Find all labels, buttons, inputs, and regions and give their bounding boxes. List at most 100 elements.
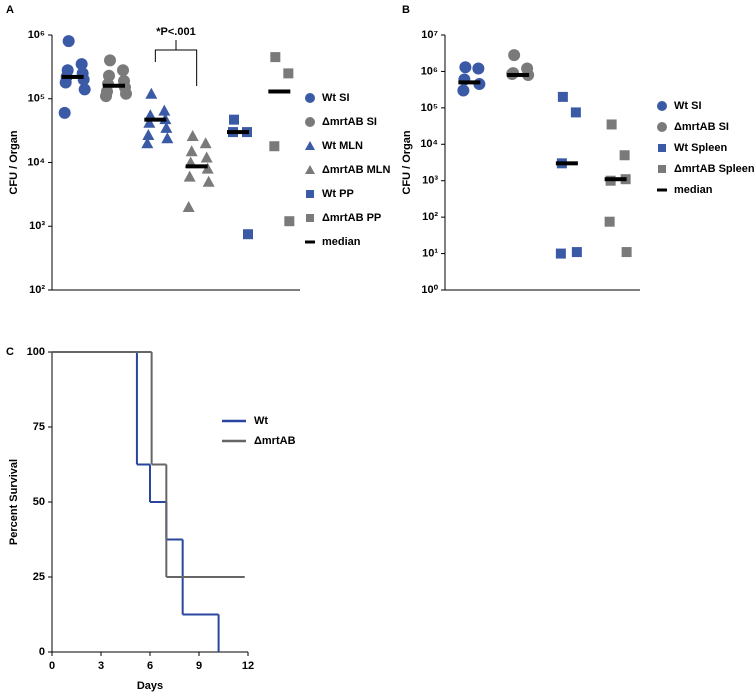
point bbox=[120, 87, 132, 100]
point bbox=[186, 130, 199, 142]
point bbox=[100, 90, 112, 103]
point bbox=[283, 68, 294, 79]
x-tick-label: 9 bbox=[196, 660, 202, 672]
point bbox=[59, 76, 72, 89]
point bbox=[270, 52, 281, 63]
y-tick-label: 75 bbox=[33, 421, 45, 433]
legend-label: ΔmrtAB SI bbox=[322, 116, 377, 128]
legend-symbol bbox=[306, 190, 314, 198]
significance-bracket bbox=[154, 40, 198, 86]
legend-symbol bbox=[657, 188, 667, 192]
point bbox=[117, 64, 129, 77]
point bbox=[243, 229, 253, 240]
point bbox=[570, 107, 581, 118]
y-tick-label: 10⁵ bbox=[421, 102, 438, 114]
point bbox=[555, 248, 566, 259]
point bbox=[229, 114, 239, 125]
point bbox=[160, 121, 173, 133]
legend-label: ΔmrtAB PP bbox=[322, 212, 381, 224]
legend-label: Wt SI bbox=[322, 92, 350, 104]
point bbox=[158, 104, 171, 116]
y-tick-label: 10² bbox=[422, 211, 438, 223]
point bbox=[459, 61, 472, 74]
point bbox=[557, 91, 568, 102]
y-tick-label: 10⁴ bbox=[27, 156, 45, 168]
median-dash bbox=[555, 161, 578, 166]
median-dash bbox=[227, 130, 249, 135]
legend-symbol bbox=[305, 240, 315, 244]
legend-symbol bbox=[658, 144, 666, 152]
point bbox=[457, 84, 470, 97]
point bbox=[284, 216, 295, 227]
legend-symbol bbox=[657, 101, 667, 111]
legend-label: Wt Spleen bbox=[674, 142, 727, 154]
point bbox=[62, 35, 75, 48]
legend-symbol bbox=[657, 122, 667, 132]
median-dash bbox=[507, 72, 530, 77]
panel-label: C bbox=[6, 346, 14, 358]
point bbox=[619, 150, 630, 161]
point bbox=[472, 62, 485, 75]
y-tick-label: 10⁰ bbox=[421, 284, 438, 296]
point bbox=[58, 106, 71, 119]
point bbox=[185, 145, 198, 157]
median-dash bbox=[268, 89, 291, 94]
point bbox=[606, 119, 617, 130]
legend-label: Wt PP bbox=[322, 188, 354, 200]
point bbox=[161, 132, 174, 144]
legend-label: Wt bbox=[254, 415, 268, 427]
median-dash bbox=[604, 177, 627, 182]
y-tick-label: 10⁶ bbox=[421, 65, 438, 77]
legend-label: Wt MLN bbox=[322, 140, 363, 152]
legend-label: Wt SI bbox=[674, 100, 702, 112]
legend-label: ΔmrtAB Spleen bbox=[674, 163, 755, 175]
y-tick-label: 100 bbox=[27, 346, 45, 358]
point bbox=[78, 83, 91, 96]
legend-label: median bbox=[322, 236, 361, 248]
point bbox=[183, 170, 196, 182]
y-tick-label: 50 bbox=[33, 496, 45, 508]
y-tick-label: 10⁴ bbox=[420, 138, 438, 150]
point bbox=[604, 216, 615, 227]
point bbox=[143, 116, 156, 128]
y-tick-label: 25 bbox=[33, 571, 45, 583]
y-tick-label: 10⁷ bbox=[421, 29, 438, 41]
point bbox=[202, 175, 215, 187]
annotation: *P<.001 bbox=[156, 26, 195, 38]
point bbox=[104, 54, 116, 67]
legend-symbol bbox=[305, 141, 315, 150]
median-dash bbox=[458, 80, 481, 85]
x-tick-label: 12 bbox=[242, 660, 254, 672]
y-tick-label: 10⁵ bbox=[28, 93, 45, 105]
y-tick-label: 10³ bbox=[29, 220, 45, 232]
legend-label: median bbox=[674, 184, 713, 196]
point bbox=[200, 151, 213, 163]
point bbox=[269, 141, 280, 152]
point bbox=[145, 87, 158, 99]
y-tick-label: 10³ bbox=[422, 175, 438, 187]
point bbox=[144, 109, 157, 121]
point bbox=[571, 247, 582, 258]
panel-label: A bbox=[6, 4, 14, 16]
legend-symbol bbox=[658, 165, 666, 173]
legend-label: ΔmrtAB bbox=[254, 435, 296, 447]
legend-label: ΔmrtAB SI bbox=[674, 121, 729, 133]
x-tick-label: 0 bbox=[49, 660, 55, 672]
point bbox=[75, 58, 88, 71]
legend-symbol bbox=[305, 165, 315, 174]
y-axis-title: CFU / Organ bbox=[8, 130, 20, 194]
median-dash bbox=[103, 83, 125, 88]
y-axis-title: Percent Survival bbox=[8, 459, 20, 545]
median-dash bbox=[61, 74, 84, 79]
y-tick-label: 10² bbox=[29, 284, 45, 296]
point bbox=[621, 247, 632, 258]
point bbox=[199, 137, 212, 149]
legend-symbol bbox=[305, 117, 315, 127]
x-axis-title: Days bbox=[137, 680, 163, 692]
point bbox=[508, 49, 521, 62]
median-dash bbox=[185, 164, 208, 169]
legend-symbol bbox=[305, 93, 315, 103]
x-tick-label: 6 bbox=[147, 660, 153, 672]
x-tick-label: 3 bbox=[98, 660, 104, 672]
